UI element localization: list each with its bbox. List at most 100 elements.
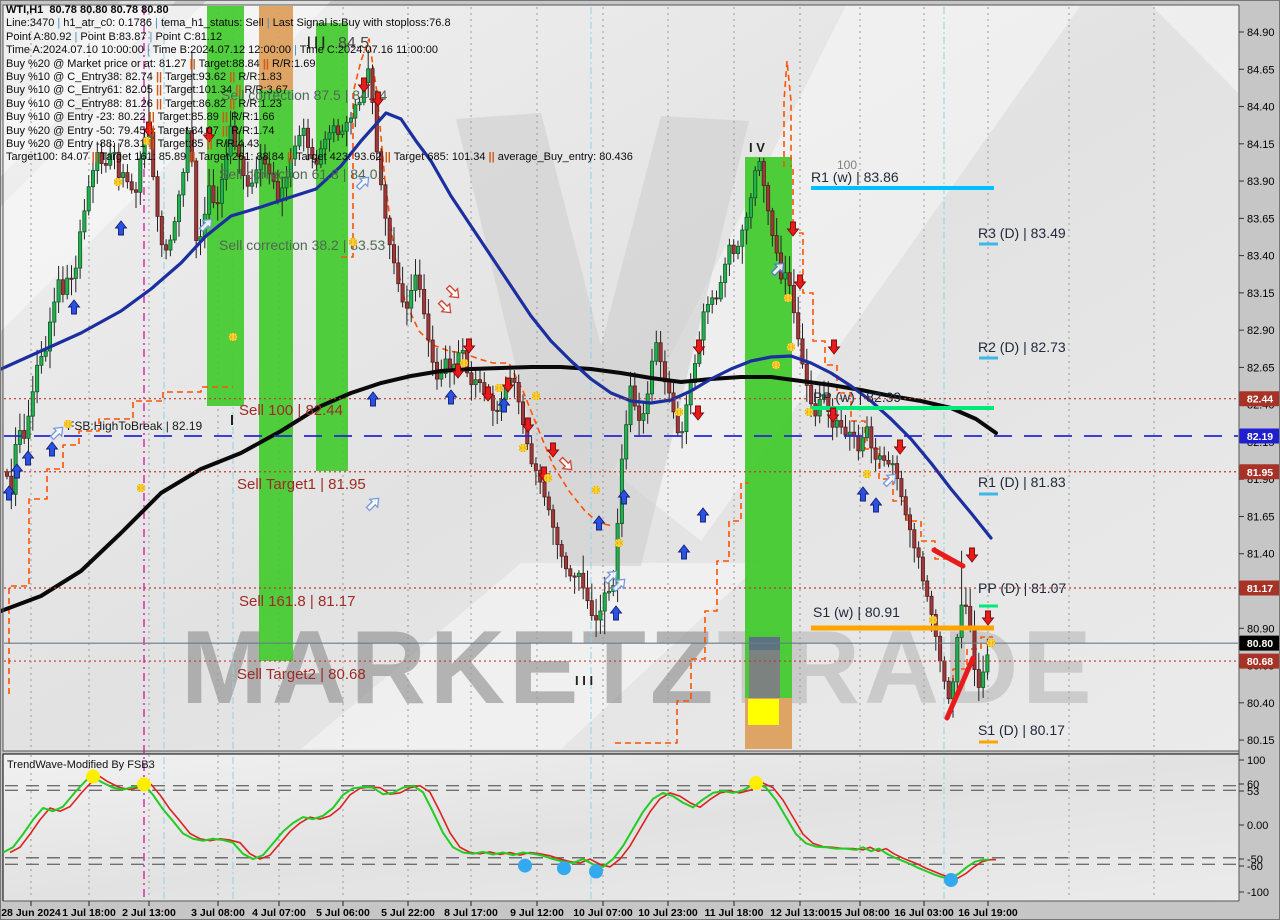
candle-down	[791, 284, 796, 314]
time-tick-label: 5 Jul 22:00	[381, 907, 435, 919]
hollow-arrow-icon	[49, 426, 64, 441]
hollow-arrow-icon	[437, 299, 452, 314]
candle-down	[370, 68, 375, 103]
candle-up	[783, 272, 788, 280]
candle-down	[404, 301, 409, 309]
candle-up	[413, 274, 418, 291]
candle-up	[224, 155, 229, 180]
candle-down	[667, 381, 672, 394]
candle-down	[770, 210, 775, 236]
candle-down	[564, 555, 569, 570]
sell-arrow-icon	[691, 405, 705, 421]
candle-up	[250, 182, 255, 187]
candle-down	[400, 283, 405, 303]
candle-down	[942, 660, 947, 682]
candle-up	[366, 68, 371, 84]
oscillator-trough-dot	[589, 864, 603, 879]
candle-up	[284, 176, 289, 189]
red-trend-segment	[931, 547, 966, 569]
hollow-arrow-icon	[603, 570, 618, 585]
time-tick-label: 3 Jul 08:00	[191, 907, 245, 919]
buy-arrow-icon	[856, 486, 870, 502]
time-tick-label: 2 Jul 13:00	[122, 907, 176, 919]
candle-down	[426, 313, 431, 341]
sell-arrow-icon	[481, 386, 495, 402]
candle-up	[456, 352, 461, 365]
price-badge-label: 82.19	[1247, 431, 1273, 443]
candle-down	[912, 529, 917, 549]
trail-envelope-line	[8, 386, 233, 694]
osc-tick-label: 100	[1247, 755, 1265, 767]
candle-down	[129, 181, 134, 191]
price-tick-label: 83.15	[1247, 288, 1275, 300]
candle-down	[417, 274, 422, 290]
time-tick-label: 28 Jun 2024	[1, 907, 61, 919]
pivot-label: R1 (D) | 81.83	[978, 474, 1066, 490]
signal-band	[748, 699, 779, 725]
pivot-label: 100	[837, 158, 857, 172]
candle-up	[323, 138, 328, 150]
candle-down	[882, 455, 887, 461]
sell-arrow-icon	[786, 221, 800, 237]
candle-down	[546, 496, 551, 511]
candle-down	[568, 568, 573, 577]
candle-up	[460, 350, 465, 354]
buy-arrow-icon	[609, 605, 623, 621]
candle-down	[637, 405, 642, 421]
candle-down	[946, 680, 951, 700]
correction-label: Sell correction 87.5 | 84.54	[221, 87, 388, 103]
candle-down	[194, 160, 199, 241]
price-badge	[1239, 464, 1279, 480]
pivot-label: PP (w) | 82.39	[813, 389, 901, 405]
candle-down	[843, 426, 848, 436]
hollow-arrow-icon	[558, 456, 573, 471]
price-badge-label: 82.44	[1247, 394, 1273, 406]
candle-down	[275, 181, 280, 201]
sell-arrow-icon	[202, 127, 216, 143]
candle-up	[443, 358, 448, 374]
price-tick-label: 81.65	[1247, 511, 1275, 523]
buy-arrow-icon	[869, 497, 883, 513]
candle-down	[916, 547, 921, 558]
buy-arrow-icon	[696, 507, 710, 523]
pivot-label: S1 (w) | 80.91	[813, 604, 900, 620]
buy-arrow-icon	[444, 389, 458, 405]
signal-band	[749, 650, 780, 698]
price-axis-strip	[1239, 1, 1279, 919]
sell-arrow-icon	[546, 442, 560, 458]
candle-down	[804, 363, 809, 386]
candle-up	[91, 170, 96, 188]
candle-up	[185, 130, 190, 173]
trail-envelope-line	[792, 169, 949, 560]
candle-up	[39, 355, 44, 366]
candle-up	[757, 161, 762, 172]
trail-envelope-line	[615, 482, 749, 744]
candle-down	[766, 185, 771, 212]
candle-up	[576, 572, 581, 577]
candle-up	[318, 148, 323, 165]
candle-down	[899, 478, 904, 498]
candle-down	[529, 443, 534, 465]
candle-down	[391, 244, 396, 264]
price-badge	[1239, 580, 1279, 596]
logo-watermark-glyph	[456, 113, 749, 566]
candle-down	[856, 435, 861, 452]
price-tick-label: 83.40	[1247, 251, 1275, 263]
hollow-arrow-icon	[445, 284, 460, 299]
background-stripe	[1, 1, 176, 176]
osc-tick-label: -60	[1247, 861, 1263, 873]
oscillator-peak-dot	[86, 769, 100, 784]
time-tick-label: 11 Jul 18:00	[705, 907, 764, 919]
buy-arrow-icon	[366, 391, 380, 407]
candle-down	[839, 420, 844, 428]
candle-up	[981, 671, 986, 688]
candle-down	[379, 151, 384, 186]
time-tick-label: 9 Jul 12:00	[510, 907, 564, 919]
candle-down	[387, 217, 392, 246]
candle-up	[439, 373, 444, 380]
candle-up	[340, 130, 345, 135]
buy-arrow-icon	[114, 220, 128, 236]
candle-down	[589, 600, 594, 617]
hollow-arrow-icon	[355, 176, 370, 191]
